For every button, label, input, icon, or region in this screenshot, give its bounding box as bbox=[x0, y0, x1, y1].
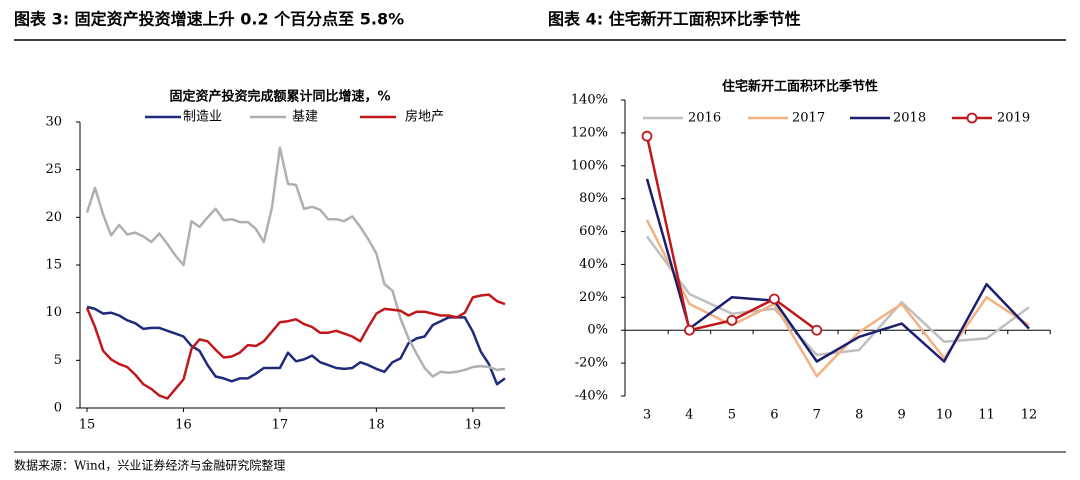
legend-label: 2016 bbox=[688, 111, 721, 126]
x-tick-label: 17 bbox=[272, 418, 289, 433]
y-tick-label: -40% bbox=[575, 389, 608, 404]
x-tick-label: 6 bbox=[770, 408, 778, 423]
x-tick-label: 15 bbox=[79, 418, 96, 433]
legend-label: 2017 bbox=[792, 111, 825, 126]
x-tick-label: 9 bbox=[898, 408, 906, 423]
series-line bbox=[645, 135, 818, 332]
y-tick-label: 60% bbox=[579, 224, 608, 239]
x-tick-label: 4 bbox=[685, 408, 693, 423]
series-line bbox=[85, 146, 506, 378]
x-tick-label: 11 bbox=[978, 408, 995, 423]
figure-header: 图表 3: 固定资产投资增速上升 0.2 个百分点至 5.8% bbox=[14, 10, 404, 29]
x-tick-label: 5 bbox=[728, 408, 736, 423]
series-marker bbox=[726, 314, 738, 326]
series-line bbox=[86, 305, 506, 386]
x-tick-label: 7 bbox=[813, 408, 821, 423]
y-tick-label: 120% bbox=[571, 125, 608, 140]
y-tick-label: 25 bbox=[45, 162, 62, 177]
source-note: 数据来源：Wind，兴业证券经济与金融研究院整理 bbox=[14, 458, 285, 473]
series-marker bbox=[811, 324, 823, 336]
x-tick-label: 8 bbox=[855, 408, 863, 423]
y-tick-label: 15 bbox=[45, 258, 62, 273]
legend-label: 2018 bbox=[893, 111, 926, 126]
legend-label: 2019 bbox=[997, 111, 1030, 126]
series-line bbox=[85, 293, 506, 400]
y-tick-label: 20% bbox=[579, 290, 608, 305]
x-tick-label: 10 bbox=[936, 408, 953, 423]
y-tick-label: 20 bbox=[45, 210, 62, 225]
y-tick-label: -20% bbox=[575, 356, 608, 371]
series-marker bbox=[641, 130, 653, 142]
legend-label: 制造业 bbox=[183, 110, 222, 125]
y-tick-label: 5 bbox=[54, 353, 62, 368]
y-tick-label: 0% bbox=[587, 323, 608, 338]
y-tick-label: 100% bbox=[571, 158, 608, 173]
series-marker bbox=[768, 293, 780, 305]
chart-title: 固定资产投资完成额累计同比增速，% bbox=[169, 89, 390, 105]
series-line bbox=[645, 235, 1030, 357]
legend-label: 房地产 bbox=[405, 109, 444, 125]
x-tick-label: 12 bbox=[1021, 408, 1038, 423]
series-marker bbox=[684, 324, 695, 336]
legend-marker bbox=[966, 112, 978, 124]
x-tick-label: 16 bbox=[175, 418, 192, 433]
x-tick-label: 3 bbox=[643, 408, 651, 423]
y-tick-label: 30 bbox=[45, 115, 62, 130]
legend-label: 基建 bbox=[292, 110, 318, 125]
figure-header: 图表 4: 住宅新开工面积环比季节性 bbox=[548, 10, 801, 29]
y-tick-label: 40% bbox=[579, 257, 608, 272]
y-tick-label: 0 bbox=[54, 401, 62, 416]
chart-title: 住宅新开工面积环比季节性 bbox=[722, 79, 878, 95]
y-tick-label: 10 bbox=[45, 305, 62, 320]
series-line bbox=[645, 178, 1030, 363]
x-tick-label: 18 bbox=[368, 418, 385, 433]
y-tick-label: 140% bbox=[571, 93, 608, 108]
y-tick-label: 80% bbox=[579, 191, 608, 206]
series-line bbox=[645, 219, 1030, 378]
x-tick-label: 19 bbox=[465, 418, 482, 433]
